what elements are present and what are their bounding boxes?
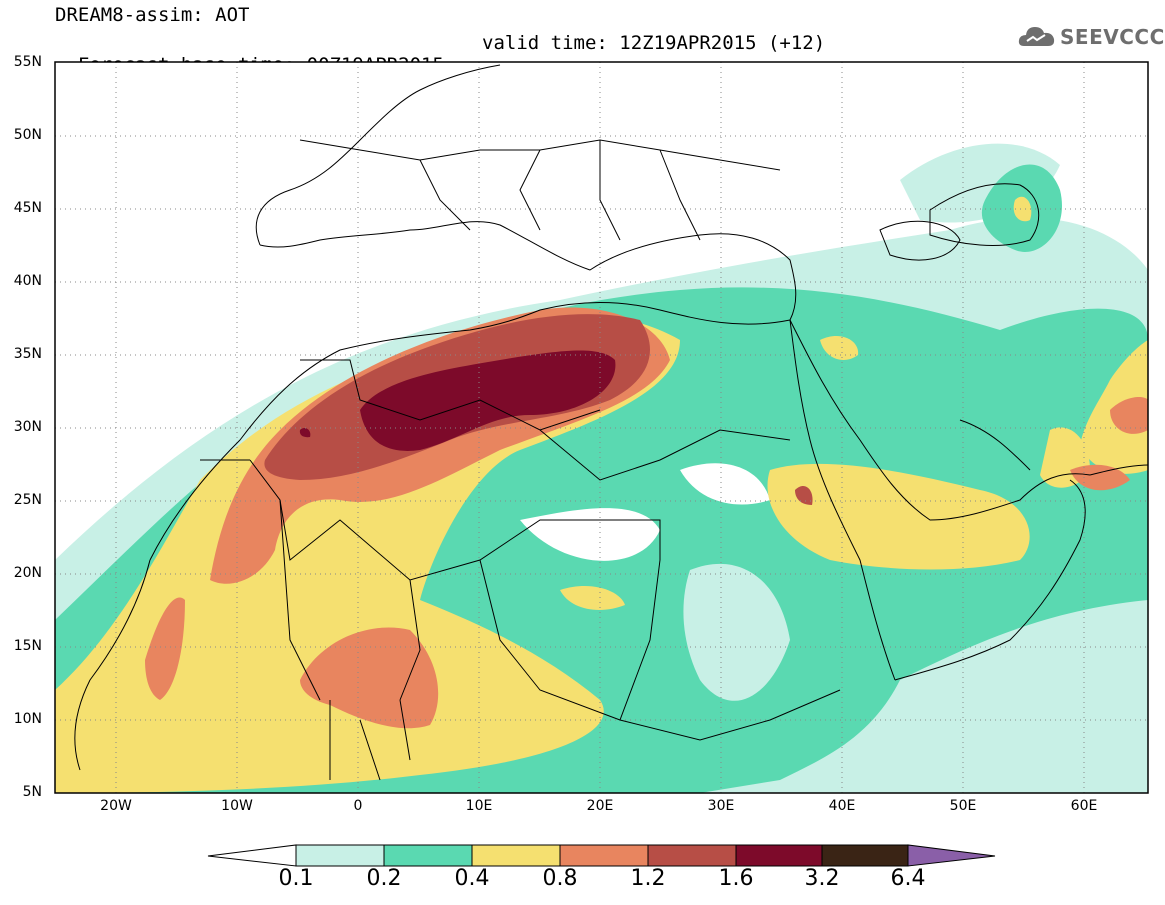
lat-label: 50N xyxy=(13,127,42,143)
colorbar-under-arrow xyxy=(207,844,297,867)
colorbar-label: 0.1 xyxy=(278,866,314,891)
colorbar-bin-4 xyxy=(559,844,649,867)
colorbar-label: 0.8 xyxy=(542,866,578,891)
colorbar-bin-7 xyxy=(821,844,909,867)
lon-label: 50E xyxy=(949,798,977,814)
colorbar-label: 1.6 xyxy=(718,866,754,891)
cloud-logo-icon xyxy=(1018,27,1055,46)
lon-label: 10E xyxy=(465,798,493,814)
lon-label: 30E xyxy=(707,798,735,814)
lat-label: 5N xyxy=(22,784,42,800)
lon-label: 60E xyxy=(1070,798,1098,814)
graticule xyxy=(55,62,1148,793)
colorbar-bin-3 xyxy=(471,844,561,867)
lon-label: 10W xyxy=(221,798,253,814)
map-title: DREAM8-assim: AOT xyxy=(55,4,250,26)
lat-label: 15N xyxy=(13,638,42,654)
colorbar-bin-6 xyxy=(735,844,823,867)
colorbar-label: 3.2 xyxy=(804,866,840,891)
lat-label: 20N xyxy=(13,565,42,581)
lat-label: 55N xyxy=(13,54,42,70)
lat-label: 25N xyxy=(13,492,42,508)
colorbar xyxy=(207,844,996,867)
aot-field xyxy=(55,143,1148,793)
lat-label: 40N xyxy=(13,273,42,289)
colorbar-label: 6.4 xyxy=(890,866,926,891)
lat-label: 30N xyxy=(13,419,42,435)
coastlines xyxy=(74,64,1148,781)
lon-label: 0 xyxy=(353,798,363,814)
lat-label: 45N xyxy=(13,200,42,216)
lat-label: 10N xyxy=(13,711,42,727)
colorbar-bin-2 xyxy=(383,844,473,867)
colorbar-label: 0.4 xyxy=(454,866,490,891)
lon-label: 40E xyxy=(828,798,856,814)
colorbar-bin-5 xyxy=(647,844,737,867)
lat-label: 35N xyxy=(13,346,42,362)
logo-text: SEEVCCC xyxy=(1060,25,1165,49)
colorbar-bin-1 xyxy=(295,844,385,867)
colorbar-label: 0.2 xyxy=(366,866,402,891)
valid-time-text: valid time: 12Z19APR2015 (+12) xyxy=(482,32,826,54)
lon-label: 20E xyxy=(586,798,614,814)
map-frame xyxy=(54,61,1149,794)
lon-label: 20W xyxy=(100,798,132,814)
colorbar-label: 1.2 xyxy=(630,866,666,891)
seevccc-logo: SEEVCCC xyxy=(1018,22,1165,52)
colorbar-over-arrow xyxy=(907,844,996,867)
